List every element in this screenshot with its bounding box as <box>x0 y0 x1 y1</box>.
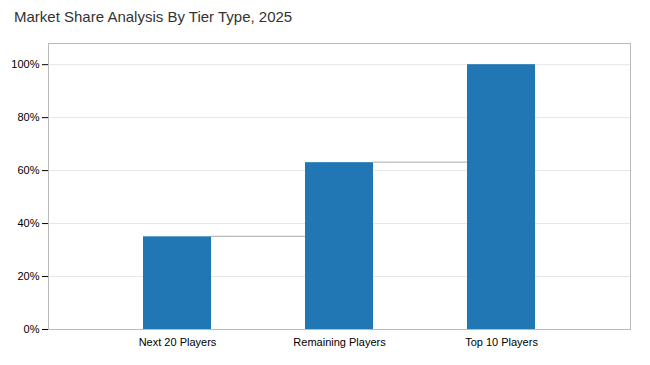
svg-text:Next 20 Players: Next 20 Players <box>139 336 217 348</box>
svg-text:0%: 0% <box>24 323 40 335</box>
html-text:Market Share Analysis By Tier: Market Share Analysis By Tier Type, 2025 <box>14 8 293 25</box>
svg-text:80%: 80% <box>17 111 39 123</box>
svg-text:60%: 60% <box>17 164 39 176</box>
svg-text:100%: 100% <box>11 58 39 70</box>
svg-text:Remaining Players: Remaining Players <box>293 336 386 348</box>
svg-text:40%: 40% <box>17 217 39 229</box>
svg-text:Top 10 Players: Top 10 Players <box>465 336 538 348</box>
svg-text:20%: 20% <box>17 270 39 282</box>
